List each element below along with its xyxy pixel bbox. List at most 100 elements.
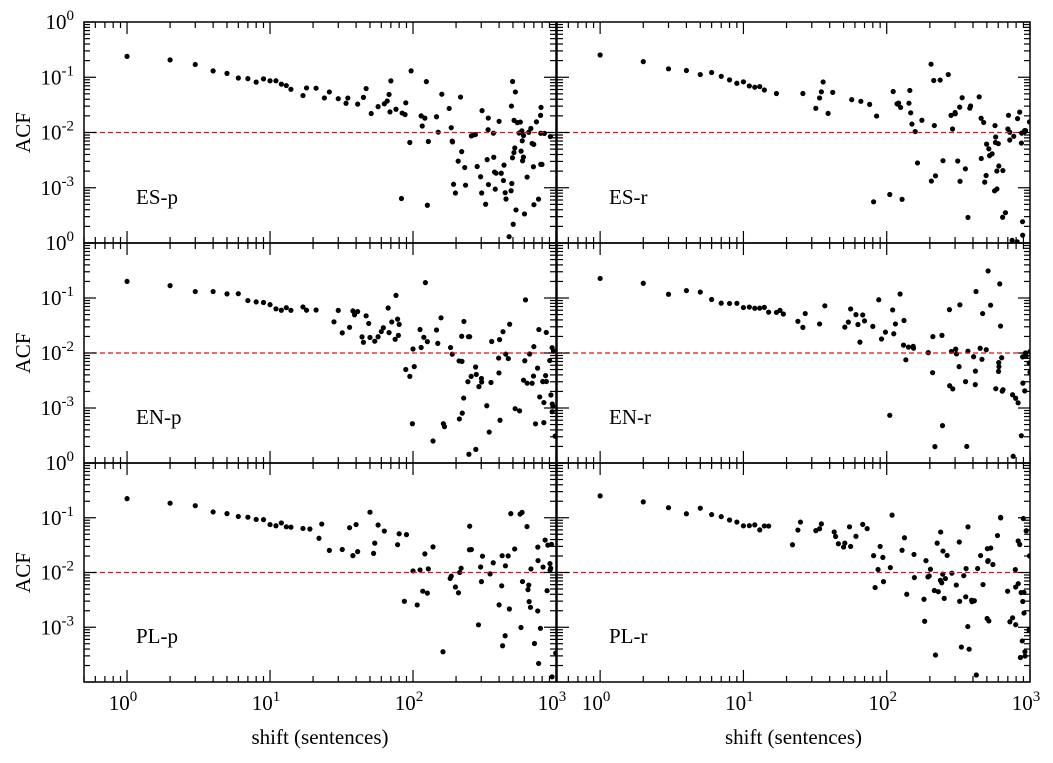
data-point [411, 364, 417, 370]
data-point [387, 109, 393, 115]
y-tick-label: 10-3 [41, 613, 75, 639]
data-point [895, 100, 902, 106]
data-point [830, 89, 836, 95]
data-point [683, 511, 690, 517]
data-point [965, 623, 971, 630]
data-point [932, 444, 938, 450]
data-point [288, 86, 294, 92]
data-point [816, 321, 823, 327]
data-point [245, 297, 251, 304]
data-point [1017, 541, 1023, 548]
data-point [937, 77, 943, 83]
data-point [479, 379, 485, 385]
data-point [548, 541, 555, 547]
data-point [757, 527, 763, 533]
data-point [496, 337, 503, 343]
data-point [455, 158, 461, 164]
data-point [818, 89, 824, 95]
data-point [939, 332, 945, 338]
data-point [519, 138, 525, 144]
data-point [319, 521, 325, 527]
data-point [124, 53, 130, 59]
panel-label: EN-p [136, 405, 182, 429]
data-point [914, 160, 921, 166]
data-point [968, 103, 974, 109]
data-point [1012, 567, 1018, 573]
data-point [855, 321, 861, 328]
data-point [903, 357, 909, 363]
data-point [260, 76, 267, 82]
data-point [979, 356, 985, 362]
data-point [1011, 133, 1017, 139]
data-point [597, 52, 603, 58]
data-point [461, 318, 467, 325]
data-point [414, 602, 420, 608]
data-point [484, 403, 490, 409]
data-point [393, 106, 399, 112]
data-point [766, 523, 772, 529]
data-point [478, 564, 484, 570]
data-point [527, 604, 534, 610]
data-point [986, 618, 992, 624]
data-point [424, 339, 430, 345]
data-point [421, 334, 427, 340]
data-point [957, 178, 963, 184]
data-point [734, 80, 740, 86]
data-point [513, 207, 519, 213]
data-point [245, 76, 251, 82]
data-point [473, 364, 479, 370]
data-point [260, 517, 267, 523]
data-point [800, 324, 806, 330]
data-point [510, 221, 516, 227]
data-point [813, 105, 819, 111]
data-point [167, 500, 173, 506]
data-point [993, 134, 999, 140]
data-point [875, 566, 881, 573]
data-point [517, 119, 523, 125]
data-point [665, 66, 672, 72]
x-tick-label: 103 [1012, 689, 1041, 715]
data-point [923, 558, 929, 564]
data-point [1019, 638, 1025, 644]
x-tick-label: 101 [252, 689, 281, 715]
x-tick-label: 100 [109, 689, 137, 715]
data-point [976, 94, 982, 100]
data-point [697, 505, 703, 511]
data-point [995, 368, 1002, 374]
data-point [845, 319, 851, 325]
data-point [846, 524, 853, 530]
data-point [283, 82, 289, 89]
data-point [210, 509, 216, 515]
data-point [536, 326, 542, 333]
data-point [761, 87, 767, 93]
data-point [820, 79, 826, 85]
data-point [746, 523, 752, 529]
data-point [994, 532, 1001, 539]
data-point [549, 674, 555, 680]
data-point [734, 300, 740, 306]
data-point [901, 535, 908, 541]
data-point [388, 78, 394, 84]
data-point [997, 281, 1003, 287]
x-tick-label: 103 [538, 689, 567, 715]
data-point [485, 115, 491, 121]
data-point [541, 420, 547, 426]
data-point [433, 114, 440, 120]
data-point [840, 544, 847, 550]
data-point [474, 163, 480, 170]
data-point [253, 79, 259, 85]
data-point [880, 579, 887, 585]
data-point [446, 105, 452, 112]
data-point [519, 578, 526, 585]
data-point [539, 161, 545, 168]
data-point [486, 429, 492, 435]
data-point [524, 523, 530, 530]
data-point [972, 382, 978, 388]
data-point [478, 579, 485, 585]
data-point [536, 660, 542, 667]
data-point [385, 305, 391, 311]
data-point [1017, 654, 1024, 661]
data-point [940, 158, 946, 164]
data-point [926, 573, 932, 579]
data-point [795, 527, 801, 533]
